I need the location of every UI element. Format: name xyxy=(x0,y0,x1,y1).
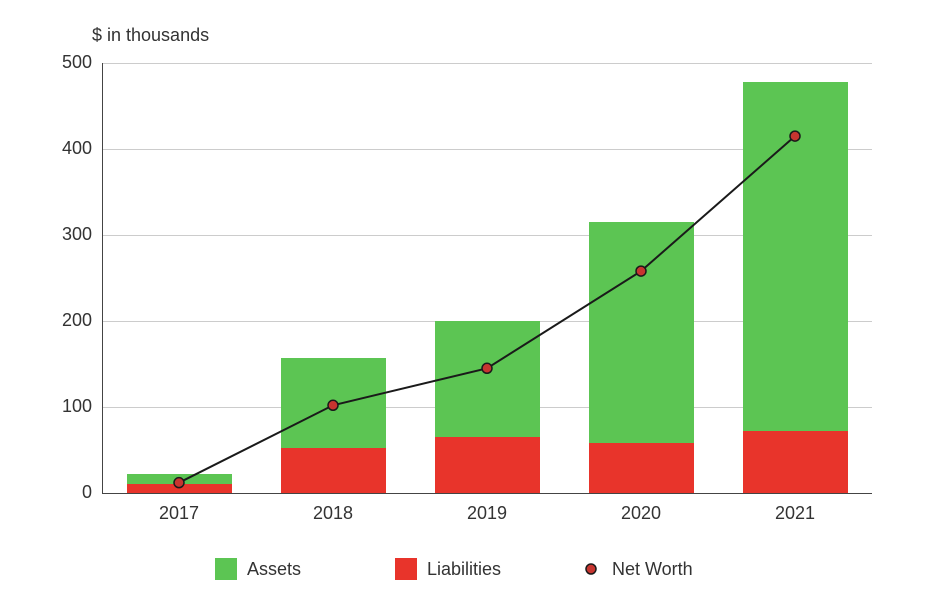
bar-liabilities xyxy=(743,431,848,493)
gridline xyxy=(102,63,872,64)
legend-label: Net Worth xyxy=(612,559,693,580)
y-tick-label: 200 xyxy=(42,310,92,331)
chart-card: $ in thousands 0 100 200 300 400 500 2017 2018 2… xyxy=(0,0,930,612)
bar-assets xyxy=(127,474,232,484)
bar-liabilities xyxy=(435,437,540,493)
y-tick-label: 400 xyxy=(42,138,92,159)
legend-dot xyxy=(580,558,602,580)
legend-label: Liabilities xyxy=(427,559,501,580)
bar-liabilities xyxy=(127,484,232,493)
x-tick-label: 2021 xyxy=(755,503,835,524)
bar-assets xyxy=(435,321,540,437)
legend-item: Net Worth xyxy=(580,558,693,580)
x-tick-label: 2017 xyxy=(139,503,219,524)
legend-swatch xyxy=(215,558,237,580)
y-tick-label: 0 xyxy=(42,482,92,503)
legend-label: Assets xyxy=(247,559,301,580)
x-tick-label: 2018 xyxy=(293,503,373,524)
y-axis-line xyxy=(102,63,103,493)
y-tick-label: 300 xyxy=(42,224,92,245)
bar-liabilities xyxy=(281,448,386,493)
y-axis-title: $ in thousands xyxy=(92,25,209,46)
bar-liabilities xyxy=(589,443,694,493)
x-axis-line xyxy=(102,493,872,494)
y-tick-label: 100 xyxy=(42,396,92,417)
bar-assets xyxy=(743,82,848,431)
legend-swatch xyxy=(395,558,417,580)
y-tick-label: 500 xyxy=(42,52,92,73)
bar-assets xyxy=(281,358,386,448)
x-tick-label: 2019 xyxy=(447,503,527,524)
legend-item: Assets xyxy=(215,558,301,580)
legend-item: Liabilities xyxy=(395,558,501,580)
bar-assets xyxy=(589,222,694,443)
x-tick-label: 2020 xyxy=(601,503,681,524)
